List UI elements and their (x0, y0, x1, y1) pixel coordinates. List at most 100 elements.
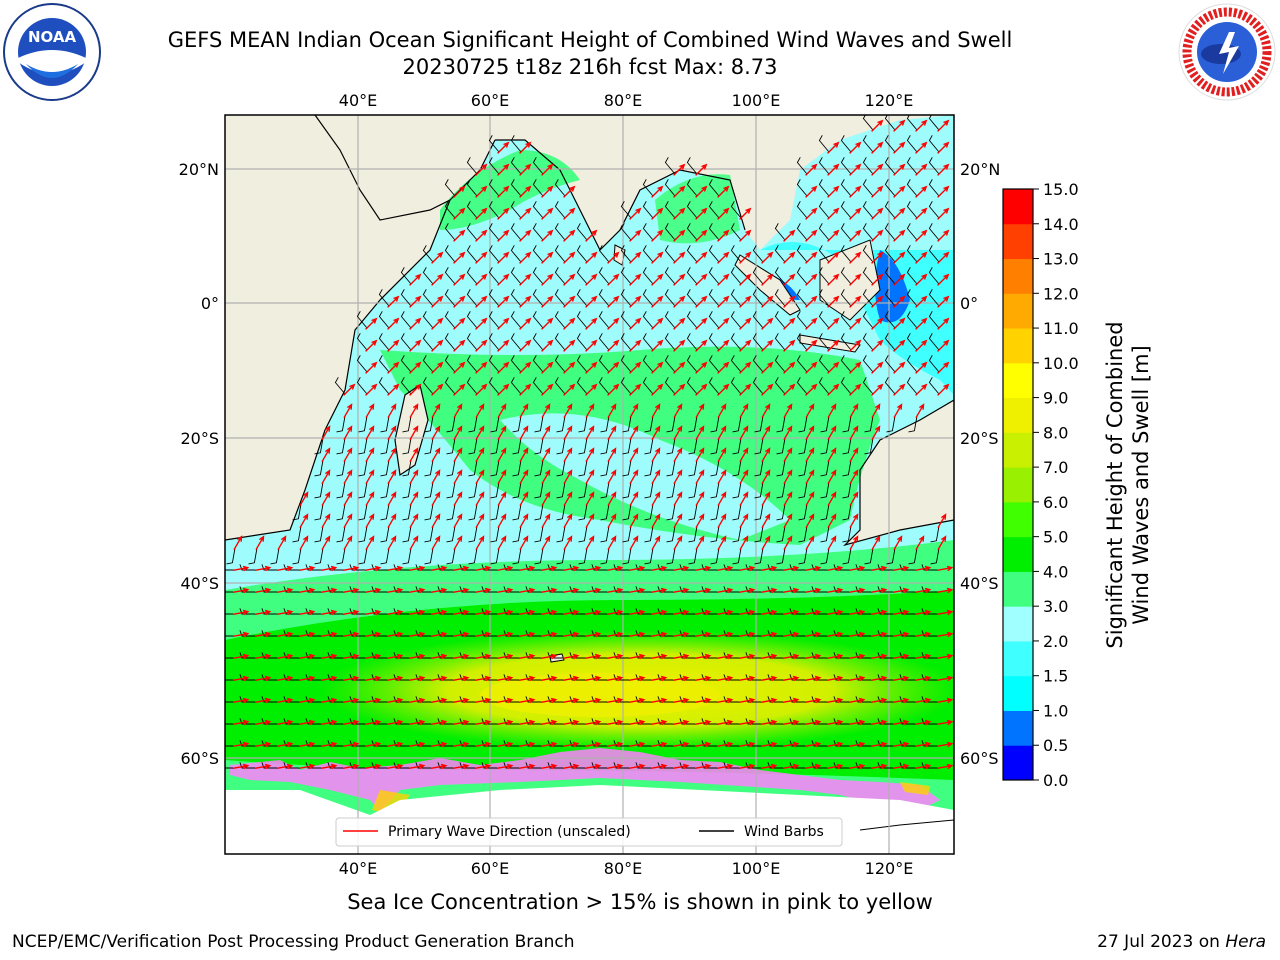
wind-barb (437, 674, 455, 681)
wind-barb (490, 459, 500, 477)
wave-direction-arrow (541, 469, 551, 485)
wind-barb (415, 718, 433, 725)
wind-barb (532, 201, 544, 219)
wind-barb (512, 437, 522, 455)
wave-direction-arrow (695, 339, 708, 352)
wave-direction-arrow (453, 229, 466, 242)
wave-direction-arrow (673, 383, 686, 396)
wave-direction-arrow (672, 653, 690, 660)
wind-barb (657, 740, 675, 747)
wind-barb (862, 311, 874, 329)
wind-barb (635, 608, 653, 615)
wind-barb (314, 459, 324, 477)
wave-direction-arrow (320, 565, 338, 572)
wind-barb (774, 245, 786, 263)
wave-direction-arrow (320, 609, 338, 616)
wave-direction-arrow (761, 383, 774, 396)
wind-barb (525, 630, 543, 637)
wave-direction-arrow (848, 565, 866, 572)
wind-barb (488, 135, 500, 153)
colorbar-frame (1002, 188, 1034, 781)
wind-barb (789, 718, 807, 725)
wind-barb (657, 762, 675, 769)
wind-barb (921, 762, 939, 769)
wind-barb (884, 135, 896, 153)
wave-direction-arrow (563, 513, 573, 529)
wind-barb (358, 459, 368, 477)
wind-barb (437, 652, 455, 659)
wind-barb (468, 503, 478, 521)
wind-barb (336, 503, 346, 521)
wave-direction-arrow (849, 317, 862, 330)
wave-direction-arrow (453, 491, 463, 507)
wind-barb (578, 437, 588, 455)
wind-barb (666, 481, 676, 499)
wind-barb (921, 652, 939, 659)
wind-barb (642, 223, 654, 241)
wind-barb (752, 311, 764, 329)
wave-direction-arrow (584, 675, 602, 682)
wind-barb (899, 608, 917, 615)
wave-direction-arrow (519, 163, 532, 176)
wave-direction-arrow (386, 697, 404, 704)
wave-direction-arrow (408, 741, 426, 748)
wave-direction-arrow (937, 251, 950, 264)
wave-direction-arrow (739, 207, 752, 220)
wave-direction-arrow (584, 719, 602, 726)
wind-barb (556, 525, 566, 543)
wave-direction-arrow (628, 609, 646, 616)
wind-barb (701, 718, 719, 725)
wave-direction-arrow (431, 469, 441, 485)
wind-barb (774, 377, 786, 395)
wind-barb (789, 608, 807, 615)
wind-barb (752, 377, 764, 395)
wave-direction-arrow (694, 697, 712, 704)
wind-barb (855, 674, 873, 681)
lon-tick-bottom: 40°E (339, 859, 377, 878)
wave-direction-arrow (827, 469, 837, 485)
wave-direction-arrow (298, 719, 316, 726)
wind-barb (622, 547, 632, 565)
wind-barb (877, 674, 895, 681)
wind-barb (811, 608, 829, 615)
wind-barb (774, 289, 786, 307)
wave-direction-arrow (871, 229, 884, 242)
wind-barb (459, 564, 477, 571)
wave-direction-arrow (431, 295, 444, 308)
colorbar-swatch (1003, 571, 1033, 607)
wind-barb (534, 525, 544, 543)
wave-direction-arrow (387, 447, 397, 463)
wave-direction-arrow (254, 609, 272, 616)
wind-barb (305, 564, 323, 571)
wind-barb (532, 333, 544, 351)
wave-direction-arrow (585, 383, 598, 396)
wave-direction-arrow (827, 141, 840, 154)
wave-direction-arrow (849, 513, 859, 529)
coastline-africa (225, 199, 451, 541)
wind-barb (840, 245, 852, 263)
wind-barb (270, 547, 280, 565)
wind-barb (261, 586, 279, 593)
wave-direction-arrow (386, 675, 404, 682)
wave-direction-arrow (849, 425, 859, 441)
wave-direction-arrow (761, 251, 774, 264)
wind-barb (928, 179, 940, 197)
wind-barb (378, 311, 390, 329)
wave-direction-arrow (827, 535, 837, 551)
wave-direction-arrow (563, 469, 573, 485)
wind-barb (620, 311, 632, 329)
wave-direction-arrow (342, 587, 360, 594)
wind-barb (468, 547, 478, 565)
wave-direction-arrow (717, 339, 730, 352)
wave-direction-arrow (452, 675, 470, 682)
wave-direction-arrow (739, 361, 752, 374)
wind-barb (644, 503, 654, 521)
wave-direction-arrow (738, 675, 756, 682)
wind-barb (283, 674, 301, 681)
wind-barb (723, 740, 741, 747)
wave-direction-arrow (409, 317, 422, 330)
wave-direction-arrow (738, 697, 756, 704)
wind-barb (547, 718, 565, 725)
wave-direction-arrow (826, 763, 844, 770)
wind-barb (620, 355, 632, 373)
